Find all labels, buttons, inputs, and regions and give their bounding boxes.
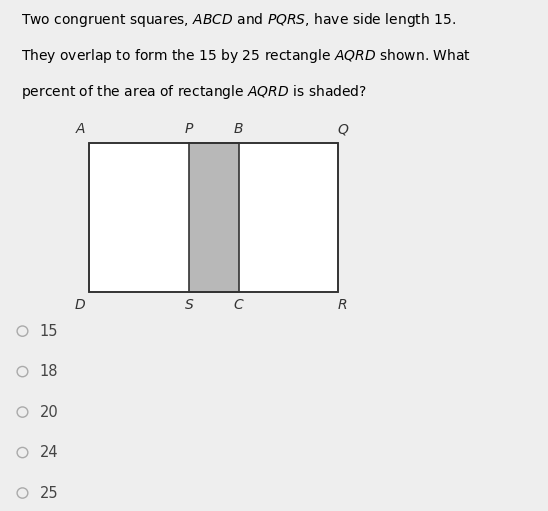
- Bar: [89, 143, 338, 292]
- Text: S: S: [185, 298, 193, 312]
- Text: percent of the area of rectangle $AQRD$ is shaded?: percent of the area of rectangle $AQRD$ …: [21, 83, 368, 101]
- Bar: [189, 143, 238, 292]
- Bar: [89, 143, 338, 292]
- Text: B: B: [234, 122, 243, 136]
- Text: 18: 18: [39, 364, 58, 379]
- Text: They overlap to form the 15 by 25 rectangle $AQRD$ shown. What: They overlap to form the 15 by 25 rectan…: [21, 47, 471, 65]
- Text: C: C: [234, 298, 243, 312]
- Text: R: R: [338, 298, 347, 312]
- Text: Two congruent squares, $ABCD$ and $PQRS$, have side length 15.: Two congruent squares, $ABCD$ and $PQRS$…: [21, 11, 456, 29]
- Text: A: A: [76, 122, 85, 136]
- Bar: [189, 143, 338, 292]
- Text: P: P: [185, 122, 193, 136]
- Text: 15: 15: [39, 323, 58, 339]
- Bar: [89, 143, 238, 292]
- Text: Q: Q: [337, 122, 348, 136]
- Text: 24: 24: [39, 445, 58, 460]
- Text: 20: 20: [39, 405, 59, 420]
- Text: 25: 25: [39, 485, 58, 500]
- Text: D: D: [75, 298, 85, 312]
